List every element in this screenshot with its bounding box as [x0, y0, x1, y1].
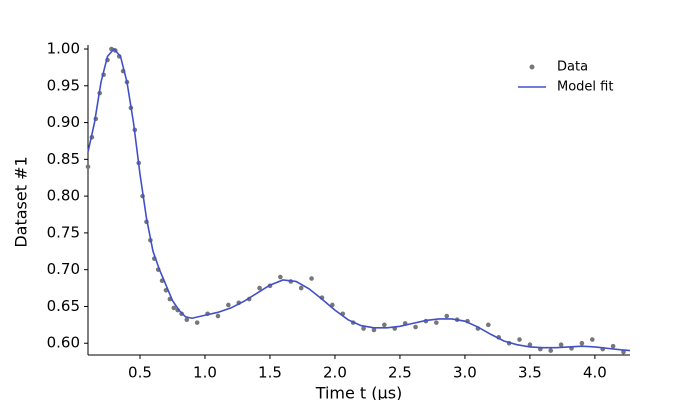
data-point — [215, 313, 221, 319]
legend-label: Data — [557, 60, 588, 75]
data-point — [226, 302, 231, 308]
data-point — [257, 285, 262, 291]
data-point — [298, 285, 304, 291]
data-point — [85, 164, 91, 169]
data-point — [278, 274, 283, 280]
data-point — [548, 348, 554, 353]
y-tick-label: 0.95 — [47, 76, 80, 94]
data-point — [579, 340, 585, 346]
x-tick-label: 3.0 — [453, 364, 477, 382]
data-point — [527, 342, 533, 348]
data-point — [309, 276, 314, 281]
data-point — [610, 343, 616, 349]
x-tick-label: 1.0 — [193, 364, 217, 382]
y-tick-label: 0.60 — [47, 334, 80, 352]
x-axis-label: Time t (μs) — [315, 384, 403, 400]
legend-label: Model fit — [557, 80, 613, 95]
y-tick-label: 0.80 — [47, 187, 80, 205]
x-tick-label: 1.5 — [258, 364, 282, 382]
data-point — [171, 305, 177, 311]
data-point — [382, 322, 387, 328]
x-tick-label: 3.5 — [518, 364, 542, 382]
data-point — [517, 337, 522, 342]
y-tick-label: 0.70 — [47, 260, 80, 278]
y-tick-label: 1.00 — [47, 40, 80, 58]
data-point — [486, 322, 491, 328]
data-point — [184, 317, 190, 322]
data-point — [194, 320, 200, 325]
y-tick-label: 0.65 — [47, 297, 80, 315]
x-tick-label: 2.5 — [388, 364, 412, 382]
legend-marker — [529, 64, 535, 70]
y-axis-label: Dataset #1 — [12, 156, 31, 247]
data-point — [413, 324, 418, 330]
data-point — [371, 327, 377, 333]
x-tick-label: 2.0 — [323, 364, 347, 382]
y-tick-label: 0.75 — [47, 223, 80, 241]
fit-line — [87, 47, 631, 352]
data-point — [590, 337, 595, 342]
data-point — [444, 313, 450, 319]
y-tick-label: 0.90 — [47, 113, 80, 131]
data-point — [434, 320, 439, 325]
y-tick-label: 0.85 — [47, 150, 80, 168]
data-point — [361, 326, 366, 331]
data-point — [558, 342, 564, 348]
x-tick-label: 4.0 — [583, 364, 607, 382]
x-tick-label: 0.5 — [128, 364, 152, 382]
